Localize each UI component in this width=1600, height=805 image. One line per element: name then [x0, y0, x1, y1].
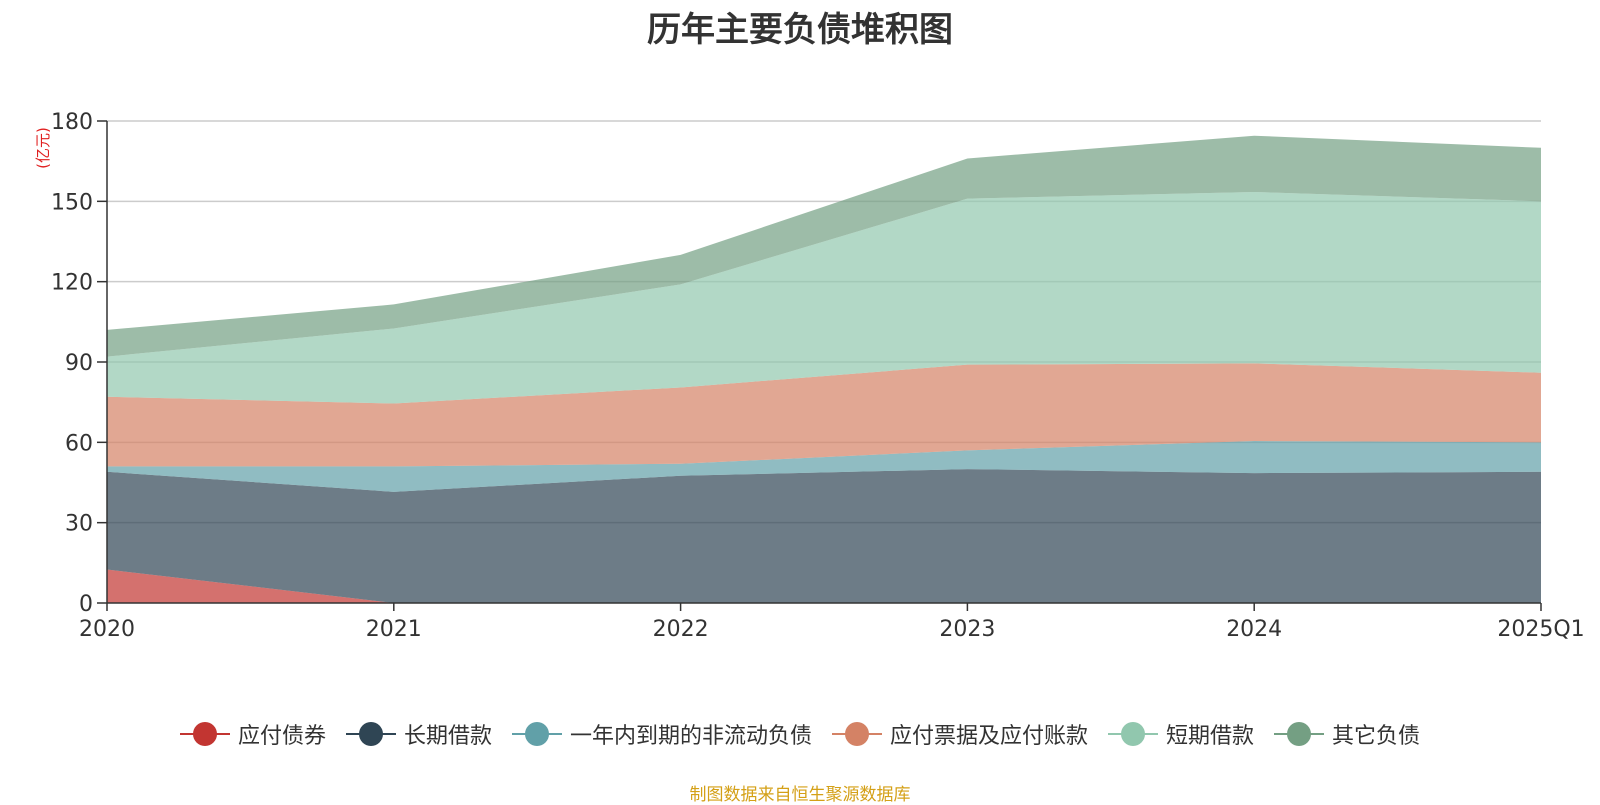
legend-marker-icon [511, 721, 562, 747]
x-tick-label: 2021 [366, 617, 422, 642]
legend-item-3[interactable]: 一年内到期的非流动负债 [511, 718, 812, 750]
legend-label: 应付票据及应付账款 [890, 724, 1089, 749]
y-tick-label: 60 [65, 431, 93, 456]
legend-label: 短期借款 [1166, 724, 1255, 749]
x-tick-label: 2025Q1 [1497, 617, 1584, 642]
legend-marker-icon [1108, 721, 1159, 747]
legend-marker-icon [179, 721, 230, 747]
legend-item-5[interactable]: 短期借款 [1108, 718, 1254, 750]
area-series-2[interactable] [107, 469, 1541, 603]
axes: 0 30 60 90 120 150 180 2020 2021 2022 2023 2024 2025… [51, 110, 1585, 642]
source-note: 制图数据来自恒生聚源数据库 [689, 785, 911, 805]
y-tick-label: 120 [51, 271, 93, 296]
x-tick-label: 2024 [1226, 617, 1282, 642]
legend-marker-icon [832, 721, 882, 747]
area-series-4[interactable] [107, 363, 1541, 467]
area-series [107, 135, 1541, 603]
area-series-3[interactable] [107, 440, 1541, 492]
legend: 应付债券 长期借款 一年内到期的非流动负债 应付票据及应付账款 短期借款 其它负债 [0, 718, 1600, 750]
x-tick-label: 2020 [79, 617, 135, 642]
chart-title: 历年主要负债堆积图 [647, 10, 953, 50]
legend-label: 其它负债 [1332, 724, 1421, 749]
legend-item-2[interactable]: 长期借款 [345, 718, 492, 750]
y-tick-label: 180 [51, 110, 93, 135]
legend-item-6[interactable]: 其它负债 [1274, 718, 1420, 750]
y-tick-label: 0 [79, 592, 93, 617]
x-tick-label: 2022 [653, 617, 709, 642]
legend-marker-icon [345, 721, 396, 747]
area-series-5[interactable] [107, 191, 1541, 404]
area-series-1[interactable] [107, 569, 1541, 603]
area-series-6[interactable] [107, 135, 1541, 357]
y-tick-label: 30 [65, 512, 93, 537]
legend-label: 应付债券 [237, 724, 326, 749]
y-tick-label: 90 [65, 351, 93, 376]
legend-item-1[interactable]: 应付债券 [179, 718, 326, 750]
legend-label: 长期借款 [403, 724, 492, 749]
y-axis-unit-label: (亿元) [34, 127, 52, 169]
legend-marker-icon [1274, 721, 1325, 747]
x-tick-label: 2023 [939, 617, 995, 642]
legend-item-4[interactable]: 应付票据及应付账款 [832, 718, 1088, 750]
y-tick-label: 150 [51, 190, 93, 215]
legend-label: 一年内到期的非流动负债 [569, 724, 812, 749]
